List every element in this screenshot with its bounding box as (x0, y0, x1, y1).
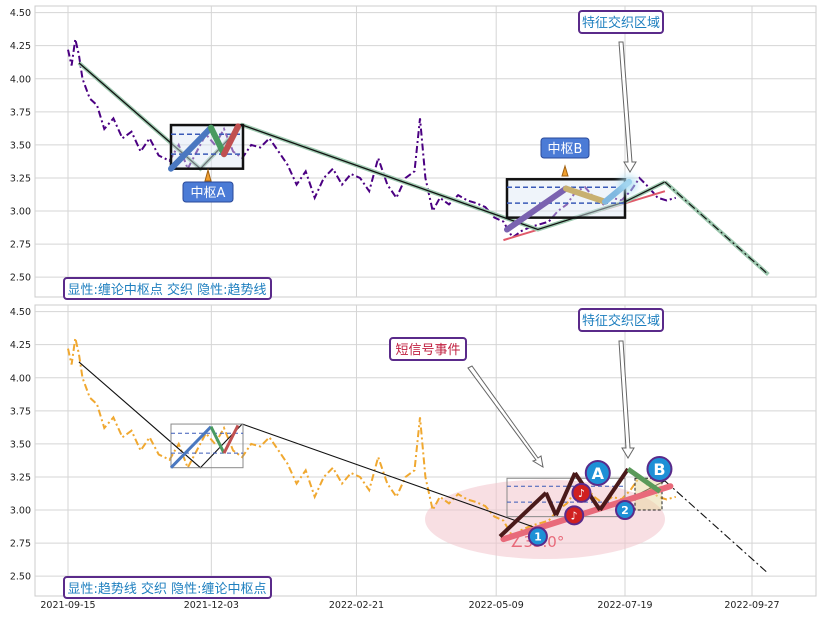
zs-a-label: 中枢A (191, 186, 226, 201)
signal-seg-5 (598, 467, 630, 512)
top-panel: 2.50 2.75 3.00 3.25 3.50 3.75 4.00 4.25 4.50 (10, 5, 817, 298)
marker-circle (564, 505, 585, 526)
short-signal-arrow (467, 365, 544, 468)
marker-circle (614, 500, 635, 521)
y-tick-label: 4.25 (10, 340, 31, 351)
legend-label: 显性:缠论中枢点 交织 隐性:趋势线 (67, 282, 266, 298)
trend-line (664, 181, 769, 275)
y-tick-label: 2.50 (10, 572, 31, 583)
feature-arrow (618, 41, 637, 173)
feature-label: 特征交织区域 (582, 15, 660, 31)
zs-b-seg-up (504, 185, 569, 233)
marker-label: ♪ (578, 487, 585, 500)
zs-a-box (182, 181, 234, 203)
annotation-layer: 中枢A 中枢B 特征交织区域 显性:缠论中枢点 交织 隐性:趋势线 短信号事件 … (63, 10, 664, 599)
y-tick-label: 3.25 (10, 472, 31, 483)
zs-a-seg-down-bottom (209, 426, 226, 454)
signal-seg-3 (554, 472, 577, 517)
marker-label: 2 (621, 504, 629, 517)
y-tick-label: 4.50 (10, 8, 31, 19)
zs-b-seg-down (563, 185, 608, 205)
x-tick-label: 2021-12-03 (184, 600, 239, 611)
y-tick-label: 3.00 (10, 207, 31, 218)
plot-area (34, 5, 817, 298)
marker-label: B (653, 460, 665, 479)
marker-circle (571, 482, 592, 503)
zs-a-seg-up (168, 124, 214, 172)
zs-a-seg-up2-bottom (222, 424, 240, 454)
y-tick-label: 3.75 (10, 406, 31, 417)
x-tick-label: 2022-05-09 (469, 600, 524, 611)
signal-seg-2 (544, 492, 558, 517)
y-tick-label: 4.50 (10, 307, 31, 318)
marker-label: ♪ (571, 509, 578, 522)
zs-a-zone-bottom (170, 423, 244, 469)
marker-label: 1 (534, 530, 542, 543)
x-tick-label: 2021-09-15 (40, 600, 95, 611)
y-tick-label: 3.50 (10, 439, 31, 450)
marker-circle (527, 526, 548, 547)
x-tick-label: 2022-02-21 (329, 600, 384, 611)
legend-box-2 (63, 576, 272, 599)
y-tick-label: 2.75 (10, 240, 31, 251)
y-tick-label: 4.00 (10, 373, 31, 384)
feature-glow (619, 175, 637, 194)
signal-seg-1 (498, 491, 548, 538)
short-signal-box (389, 337, 467, 361)
price-line (67, 38, 677, 239)
y-tick-label: 2.75 (10, 539, 31, 550)
zs-a-seg-down (208, 124, 227, 158)
marker-circle (646, 456, 673, 483)
signal-seg-6 (626, 466, 662, 494)
feature-label-2: 特征交织区域 (582, 313, 660, 329)
marker-label: A (592, 464, 605, 483)
zigzag-line (78, 62, 666, 231)
zs-a-seg-up-bottom (169, 425, 213, 469)
legend-label-2: 显性:趋势线 交织 隐性:缠论中枢点 (67, 581, 266, 597)
y-tick-label: 2.50 (10, 273, 31, 284)
feature-box (578, 10, 664, 34)
x-tick-label: 2022-07-19 (597, 600, 652, 611)
short-signal-label: 短信号事件 (395, 343, 460, 358)
marker-circle (584, 459, 611, 486)
feature-arrow-bottom (618, 340, 635, 459)
zs-b-label: 中枢B (548, 142, 583, 157)
y-tick-label: 4.00 (10, 74, 31, 85)
y-tick-label: 3.00 (10, 506, 31, 517)
zs-b-box (540, 137, 590, 159)
price-line-bottom (67, 337, 677, 538)
zs-a-seg-up2 (221, 123, 241, 158)
feature-box-2 (578, 308, 664, 332)
zs-a-arrow (204, 168, 212, 182)
y-tick-label: 3.50 (10, 140, 31, 151)
x-tick-label: 2022-09-27 (724, 600, 779, 611)
y-tick-label: 4.25 (10, 41, 31, 52)
y-tick-label: 3.25 (10, 173, 31, 184)
zs-b-arrow (561, 164, 569, 177)
trend-line-bottom (664, 480, 769, 574)
y-tick-label: 3.75 (10, 107, 31, 118)
legend-box (63, 277, 272, 300)
